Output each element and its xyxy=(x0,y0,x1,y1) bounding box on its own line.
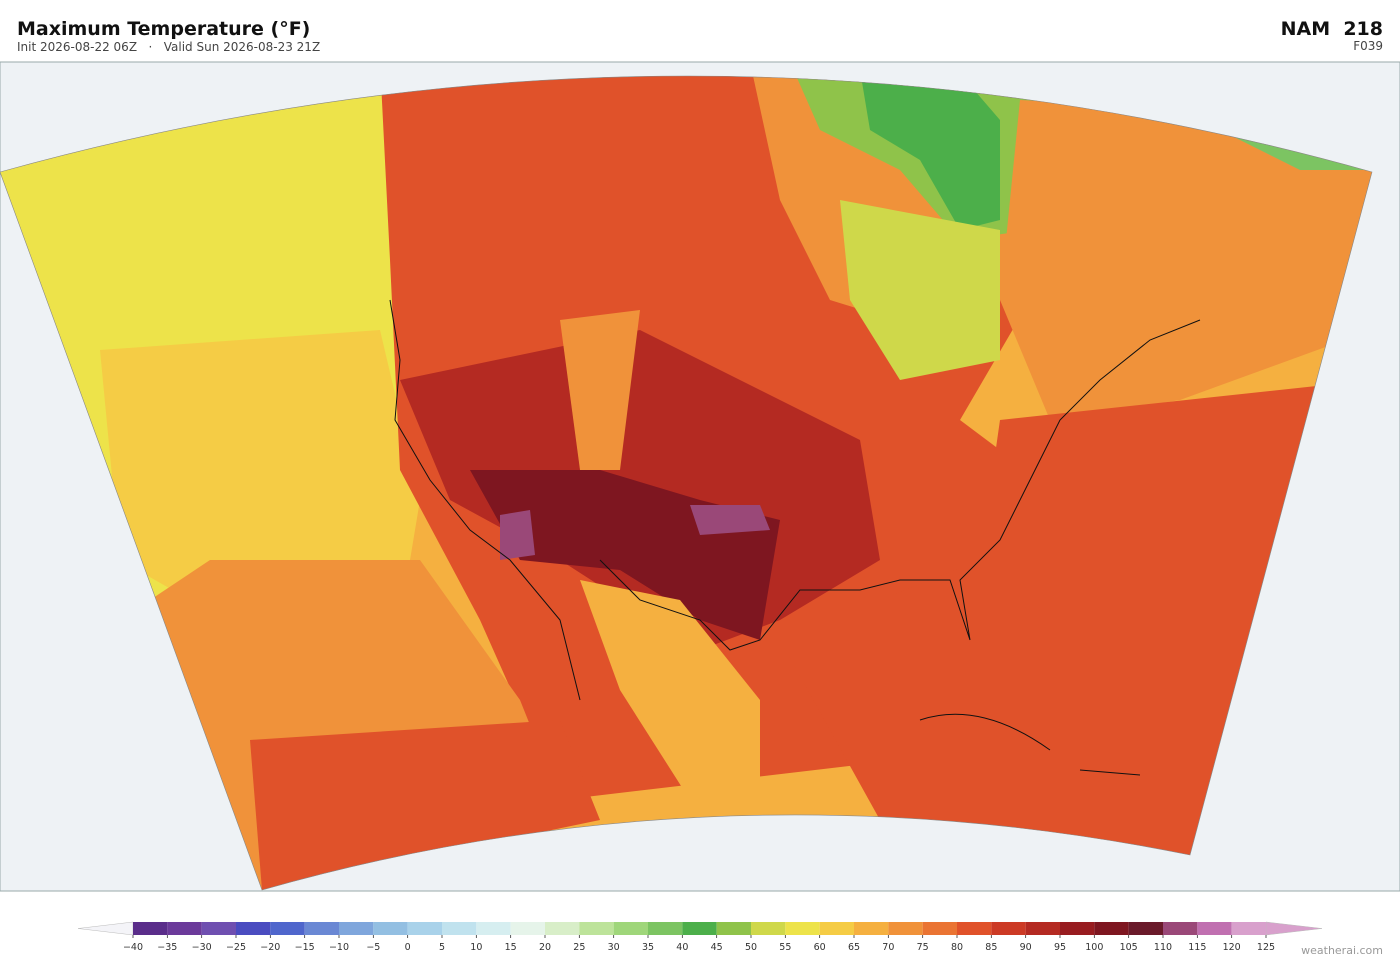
colorbar-tick-label: 125 xyxy=(1257,942,1275,953)
colorbar-tick-label: 45 xyxy=(711,942,723,953)
colorbar-bin xyxy=(339,922,374,935)
colorbar-tick-label: −15 xyxy=(295,942,315,953)
colorbar-tick-label: 0 xyxy=(405,942,411,953)
colorbar-bin xyxy=(888,922,923,935)
colorbar-tick-label: 90 xyxy=(1020,942,1032,953)
colorbar-tick-label: 60 xyxy=(814,942,826,953)
colorbar-bin xyxy=(922,922,957,935)
watermark: weatherai.com xyxy=(1301,944,1383,957)
colorbar-tick-label: 55 xyxy=(779,942,791,953)
colorbar-bin xyxy=(270,922,305,935)
colorbar-bin xyxy=(407,922,442,935)
colorbar-tick-label: −30 xyxy=(192,942,212,953)
colorbar-tick-label: 115 xyxy=(1188,942,1206,953)
colorbar-bin xyxy=(1163,922,1198,935)
colorbar-tick-label: 20 xyxy=(539,942,551,953)
colorbar-bin xyxy=(476,922,511,935)
colorbar-tick-label: 110 xyxy=(1154,942,1172,953)
colorbar-bin xyxy=(1197,922,1232,935)
colorbar-tick-label: 105 xyxy=(1120,942,1138,953)
colorbar-bin xyxy=(1128,922,1163,935)
colorbar-tick-label: −40 xyxy=(123,942,143,953)
coastline xyxy=(389,299,1201,701)
colorbar-bin xyxy=(613,922,648,935)
colorbar-bin xyxy=(682,922,717,935)
colorbar-tick-label: −20 xyxy=(260,942,280,953)
colorbar-bin xyxy=(1231,922,1266,935)
forecast-hour: F039 xyxy=(1353,39,1383,53)
colorbar-tick-label: 70 xyxy=(882,942,894,953)
colorbar-bin xyxy=(579,922,614,935)
colorbar-tick-label: −5 xyxy=(366,942,380,953)
colorbar-bin xyxy=(957,922,992,935)
colorbar-bin xyxy=(648,922,683,935)
colorbar-bin xyxy=(1060,922,1095,935)
colorbar-bin xyxy=(1025,922,1060,935)
colorbar-tick-label: 10 xyxy=(470,942,482,953)
colorbar-tick-label: −25 xyxy=(226,942,246,953)
colorbar-bin xyxy=(442,922,477,935)
colorbar-tick-label: 65 xyxy=(848,942,860,953)
colorbar-bin xyxy=(133,922,168,935)
colorbar-bin xyxy=(819,922,854,935)
colorbar-tick-label: 100 xyxy=(1085,942,1103,953)
colorbar-bin xyxy=(1094,922,1129,935)
colorbar-tick-label: 120 xyxy=(1223,942,1241,953)
colorbar-bin xyxy=(167,922,202,935)
model-name: NAM 218 xyxy=(1281,18,1383,40)
colorbar-bin xyxy=(236,922,271,935)
colorbar-tick-label: 30 xyxy=(608,942,620,953)
colorbar-tick-label: −35 xyxy=(157,942,177,953)
colorbar-bin xyxy=(545,922,580,935)
colorbar-bin xyxy=(751,922,786,935)
colorbar-bin xyxy=(304,922,339,935)
colorbar-tick-label: 5 xyxy=(439,942,445,953)
domain-outline xyxy=(0,75,1373,891)
colorbar-tick-label: 50 xyxy=(745,942,757,953)
islands xyxy=(919,713,1141,776)
colorbar-tick-label: 80 xyxy=(951,942,963,953)
colorbar-tick-label: 75 xyxy=(917,942,929,953)
map xyxy=(0,61,1400,892)
colorbar: −40 −35 −30 −25 −20 −15 −10 −5 0 5 10 15 20 25 30 35 40 4… xyxy=(77,921,1323,953)
colorbar-tick-label: 40 xyxy=(676,942,688,953)
colorbar-tick-label: 35 xyxy=(642,942,654,953)
colorbar-bin xyxy=(854,922,889,935)
colorbar-bin xyxy=(716,922,751,935)
colorbar-bin xyxy=(991,922,1026,935)
title: Maximum Temperature (°F) xyxy=(17,18,310,40)
colorbar-bin xyxy=(510,922,545,935)
colorbar-bin xyxy=(201,922,236,935)
colorbar-tick-label: 25 xyxy=(573,942,585,953)
colorbar-bin xyxy=(785,922,820,935)
colorbar-tick-label: 95 xyxy=(1054,942,1066,953)
colorbar-tick-label: −10 xyxy=(329,942,349,953)
subtitle: Init 2026-08-22 06Z · Valid Sun 2026-08-… xyxy=(17,40,320,54)
colorbar-tick-label: 15 xyxy=(505,942,517,953)
colorbar-bin xyxy=(373,922,408,935)
colorbar-tick-label: 85 xyxy=(985,942,997,953)
